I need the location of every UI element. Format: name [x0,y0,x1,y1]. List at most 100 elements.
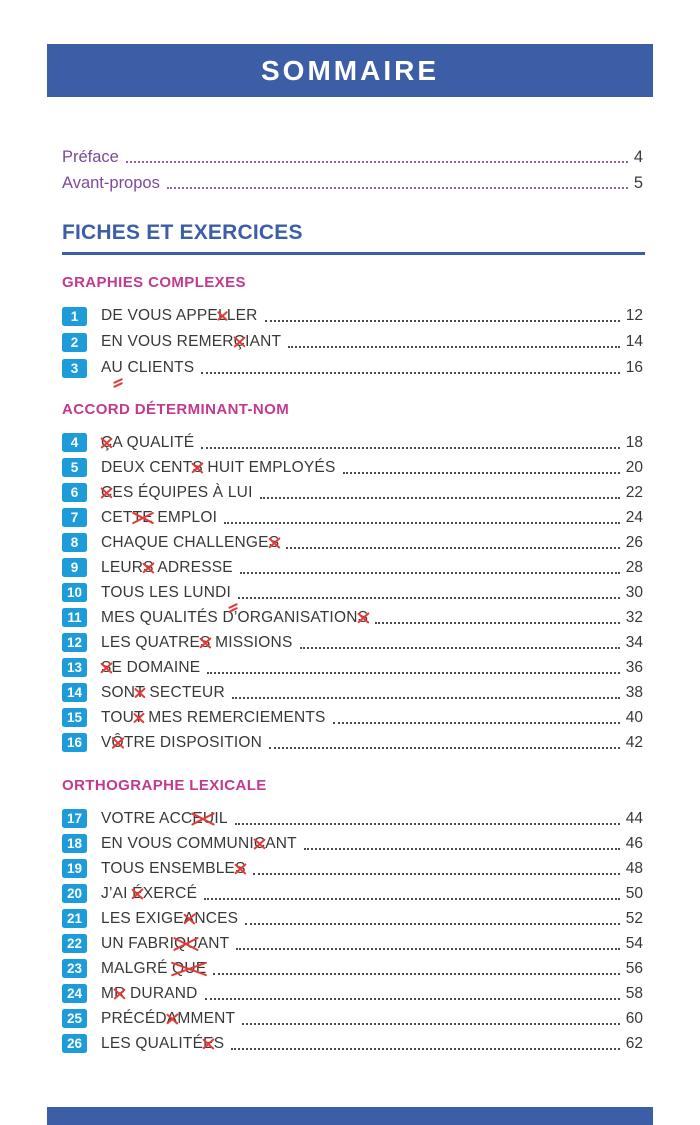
item-number-badge: 22 [62,934,87,953]
item-number-badge: 5 [62,458,87,477]
page-number: 4 [633,147,643,166]
title-text: TRE DISPOSITION [123,733,263,751]
item-title: SONT SECTEUR [101,684,225,702]
toc-item-row[interactable]: 13 SE DOMAINE 36 [62,655,643,680]
toc-item-row[interactable]: 16 VÔTRE DISPOSITION 42 [62,730,643,755]
toc-item-row[interactable]: 8 CHAQUE CHALLENGES 26 [62,530,643,555]
error-cross-mark: Ç [101,433,113,451]
item-page-number: 30 [625,583,643,601]
item-page-number: 26 [625,533,643,551]
toc-item-row[interactable]: 24 MR DURAND 58 [62,981,643,1006]
item-page-number: 38 [625,683,643,701]
section-items: 4 ÇA QUALITÉ 18 5 DEUX CENTS HUIT EMPLOYÉS 20… [62,430,643,755]
item-page-number: 18 [625,433,643,451]
item-number-badge: 7 [62,508,87,527]
leader-dots [269,746,620,749]
title-text: TOUS LES LUND [101,583,227,601]
leader-dots [299,646,620,649]
toc-item-row[interactable]: 5 DEUX CENTS HUIT EMPLOYÉS 20 [62,455,643,480]
item-number-badge: 15 [62,708,87,727]
item-title: TOUS ENSEMBLES [101,860,246,878]
section-items: 1 DE VOUS APPELLER 12 2 EN VOUS REMERÇIANT 14… [62,303,643,381]
toc-item-row[interactable]: 22 UN FABRIQUANT 54 [62,931,643,956]
section-heading: ACCORD DÉTERMINANT-NOM [62,401,290,418]
error-cross-mark: S [200,633,211,651]
insertion-mark: U [111,359,123,376]
toc-item-row[interactable]: 2 EN VOUS REMERÇIANT 14 [62,329,643,355]
leader-dots [252,872,620,875]
leader-dots [201,446,620,449]
toc-item-row[interactable]: 21 LES EXIGEANCES 52 [62,906,643,931]
toc-item-row[interactable]: 15 TOUT MES REMERCIEMENTS 40 [62,705,643,730]
leader-dots [238,596,620,599]
leader-dots [303,847,620,850]
title-text: ANT [265,834,297,852]
item-title: TOUT MES REMERCIEMENTS [101,709,326,727]
toc-item-row[interactable]: 4 ÇA QUALITÉ 18 [62,430,643,455]
toc-item-row[interactable]: 12 LES QUATRES MISSIONS 34 [62,630,643,655]
error-cross-mark: S [235,859,246,877]
item-title: PRÉCÉDAMMENT [101,1010,235,1028]
item-title: AU CLIENTS [101,359,194,377]
toc-item-row[interactable]: 1 DE VOUS APPELLER 12 [62,303,643,329]
title-text: CLIENTS [122,359,195,376]
item-title: CETTE EMPLOI [101,509,217,527]
title-text: LES QUATRE [101,633,201,651]
leader-dots [242,1022,620,1025]
item-page-number: 42 [625,733,643,751]
item-title: EN VOUS COMMUNICANT [101,835,297,853]
leader-dots [201,372,620,374]
front-matter-list: Préface 4 Avant-propos 5 [62,144,643,196]
title-text: MALGRÉ [101,959,173,977]
item-page-number: 48 [625,859,643,877]
page-number: 5 [633,173,643,192]
footer-bar [47,1107,653,1125]
toc-item-row[interactable]: 23 MALGRÉ QUE 56 [62,956,643,981]
item-page-number: 50 [625,884,643,902]
toc-item-row[interactable]: 19 TOUS ENSEMBLES 48 [62,856,643,881]
toc-item-row[interactable]: 14 SONT SECTEUR 38 [62,680,643,705]
toc-item-row[interactable]: 11 MES QUALITÉS D’ORGANISATIONS 32 [62,605,643,630]
toc-item-row[interactable]: 3 AU CLIENTS 16 [62,355,643,381]
toc-item-row[interactable]: 9 LEURS ADRESSE 28 [62,555,643,580]
leader-dots [264,320,620,322]
leader-dots [245,922,620,925]
item-number-badge: 2 [62,332,87,352]
item-number-badge: 24 [62,984,87,1003]
toc-item-row[interactable]: 17 VOTRE ACCEUIL 44 [62,806,643,831]
toc-item-row[interactable]: 20 J’AI ÉXERCÉ 50 [62,881,643,906]
leader-dots [342,471,620,474]
title-text: E DOMAINE [111,658,201,676]
toc-item-row[interactable]: 25 PRÉCÉDAMMENT 60 [62,1006,643,1031]
error-cross-mark: E [203,1034,214,1052]
item-title: UN FABRIQUANT [101,935,229,953]
toc-item-row[interactable]: 7 CETTE EMPLOI 24 [62,505,643,530]
insertion-mark: I [226,583,232,601]
item-title: LES EXIGEANCES [101,910,238,928]
error-cross-mark: QUE [172,959,207,977]
item-page-number: 22 [625,483,643,501]
section-items: 17 VOTRE ACCEUIL 44 18 EN VOUS COMMUNICANT 46… [62,806,643,1056]
title-text: ADRESSE [153,558,233,576]
item-number-badge: 18 [62,834,87,853]
error-cross-mark: C [253,834,266,852]
error-cross-mark: A [166,1009,178,1027]
toc-item-row[interactable]: 26 LES QUALITÉES 62 [62,1031,643,1056]
item-title: SE DOMAINE [101,659,200,677]
error-cross-mark: T [134,708,144,726]
leader-dots [288,346,620,348]
item-page-number: 62 [625,1034,643,1052]
frontmatter-entry[interactable]: Avant-propos 5 [62,170,643,196]
leader-dots [231,696,620,699]
toc-item-row[interactable]: 18 EN VOUS COMMUNICANT 46 [62,831,643,856]
title-text: UN FABRI [101,934,175,952]
title-text: EMPLOI [152,508,218,526]
toc-item-row[interactable]: 10 TOUS LES LUNDI 30 [62,580,643,605]
error-cross-mark: É [132,884,143,902]
frontmatter-label: Avant-propos [62,173,160,192]
main-heading: FICHES ET EXERCICES [62,220,645,255]
frontmatter-entry[interactable]: Préface 4 [62,144,643,170]
toc-item-row[interactable]: 6 CES ÉQUIPES À LUI 22 [62,480,643,505]
item-title: EN VOUS REMERÇIANT [101,333,281,351]
